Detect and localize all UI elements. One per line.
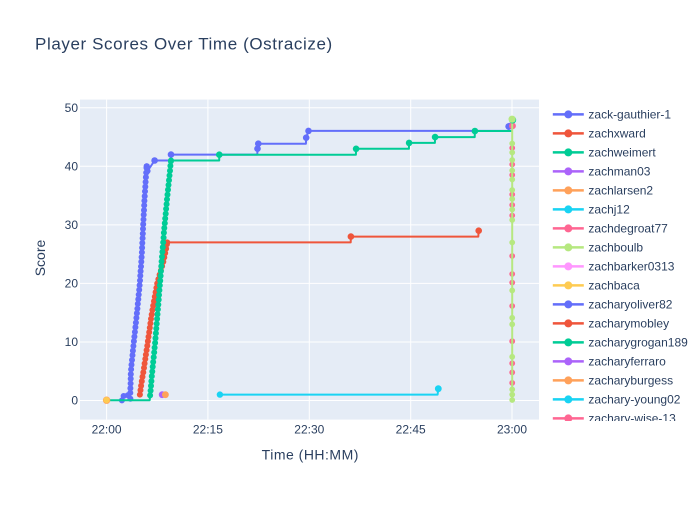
svg-text:zachweimert: zachweimert <box>588 146 656 160</box>
svg-text:zachboulb: zachboulb <box>588 241 643 255</box>
svg-text:zachdegroat77: zachdegroat77 <box>588 222 668 236</box>
svg-text:22:15: 22:15 <box>193 423 223 437</box>
svg-text:22:30: 22:30 <box>294 423 324 437</box>
svg-text:10: 10 <box>65 335 79 349</box>
svg-text:20: 20 <box>65 277 79 291</box>
svg-text:zacharygrogan189: zacharygrogan189 <box>588 336 688 350</box>
svg-text:0: 0 <box>71 394 78 408</box>
svg-text:23:00: 23:00 <box>497 423 527 437</box>
svg-text:zachj12: zachj12 <box>588 203 630 217</box>
svg-text:30: 30 <box>65 218 79 232</box>
svg-text:zachxward: zachxward <box>588 127 645 141</box>
svg-text:zacharyferraro: zacharyferraro <box>588 355 666 369</box>
svg-text:zachlarsen2: zachlarsen2 <box>588 184 653 198</box>
svg-text:zack-gauthier-1: zack-gauthier-1 <box>588 108 671 122</box>
svg-text:40: 40 <box>65 160 79 174</box>
svg-text:zacharyburgess: zacharyburgess <box>588 374 673 388</box>
svg-text:zacharyoliver82: zacharyoliver82 <box>588 298 672 312</box>
svg-text:zachbarker0313: zachbarker0313 <box>588 260 674 274</box>
svg-text:50: 50 <box>65 101 79 115</box>
svg-text:zachary-wise-13: zachary-wise-13 <box>588 412 676 426</box>
svg-text:22:00: 22:00 <box>92 423 122 437</box>
svg-text:zachman03: zachman03 <box>588 165 650 179</box>
svg-text:22:45: 22:45 <box>396 423 426 437</box>
svg-text:Player Scores Over Time (Ostra: Player Scores Over Time (Ostracize) <box>35 35 333 54</box>
svg-text:Score: Score <box>32 240 48 277</box>
svg-text:zacharymobley: zacharymobley <box>588 317 669 331</box>
svg-text:zachary-young02: zachary-young02 <box>588 393 680 407</box>
svg-text:Time (HH:MM): Time (HH:MM) <box>262 447 359 463</box>
svg-text:zachbaca: zachbaca <box>588 279 640 293</box>
